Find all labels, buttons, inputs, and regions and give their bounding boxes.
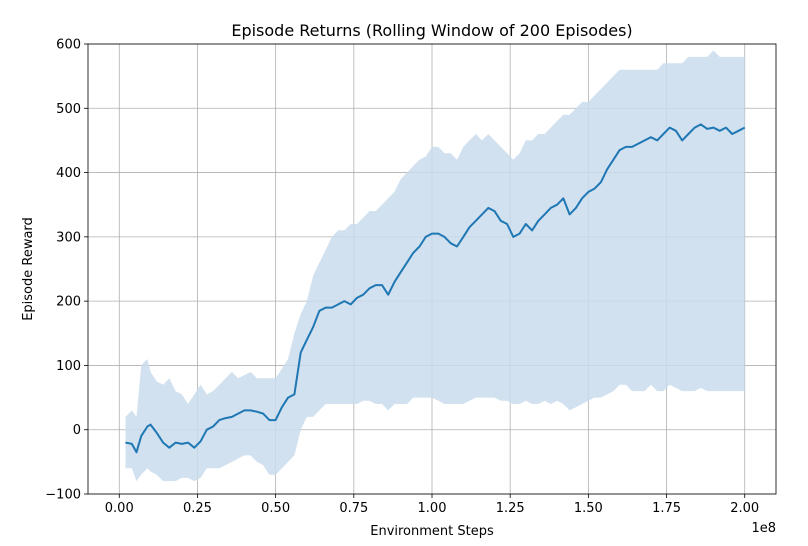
y-axis-title: Episode Reward [21,217,36,321]
x-tick-label: 0.75 [339,501,368,516]
x-axis-offset-label: 1e8 [751,521,776,536]
y-tick-label: 200 [56,295,81,310]
y-axis: −100 0 100 200 300 400 500 600 [45,38,88,503]
x-tick-label: 2.00 [730,501,759,516]
x-axis: 0.00 0.25 0.50 0.75 1.00 1.25 1.50 1.75 2.00 [105,494,759,516]
chart-title: Episode Returns (Rolling Window of 200 E… [231,21,632,40]
x-tick-label: 1.25 [496,501,525,516]
y-tick-label: 100 [56,359,81,374]
y-tick-label: 300 [56,230,81,245]
x-tick-label: 1.75 [652,501,681,516]
x-tick-label: 0.00 [105,501,134,516]
x-tick-label: 0.25 [183,501,212,516]
rolling-mean-line [125,123,746,454]
x-axis-title: Environment Steps [370,524,494,539]
return-range-band [125,50,745,482]
series-line [125,123,746,454]
y-tick-label: 400 [56,166,81,181]
band-area [125,50,745,482]
y-tick-label: −100 [45,488,81,503]
x-tick-label: 1.00 [418,501,447,516]
y-tick-label: 0 [73,423,81,438]
x-tick-label: 0.50 [261,501,290,516]
y-tick-label: 500 [56,102,81,117]
y-tick-label: 600 [56,38,81,53]
x-tick-label: 1.50 [574,501,603,516]
